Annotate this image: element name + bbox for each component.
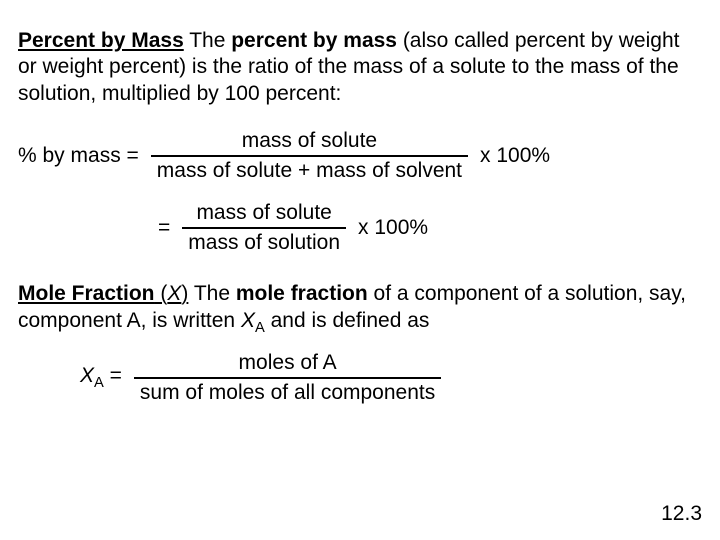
page-number: 12.3: [661, 502, 702, 526]
section1-intro-a: The: [184, 29, 231, 52]
formula-percent-by-mass: % by mass = mass of solute mass of solut…: [18, 129, 702, 256]
formula1-mult: x 100%: [480, 143, 550, 169]
formula1-den: mass of solute + mass of solvent: [151, 157, 468, 183]
formula2-fraction: mass of solute mass of solution: [182, 201, 346, 255]
formula1-fraction: mass of solute mass of solute + mass of …: [151, 129, 468, 183]
section2-title: Mole Fraction: [18, 282, 155, 305]
formula1-lhs: % by mass =: [18, 143, 139, 169]
formula1-num: mass of solute: [236, 129, 383, 155]
section1-intro-bold: percent by mass: [231, 29, 397, 52]
formula3-lhs-eq: =: [104, 364, 122, 387]
section2-intro-c: and is defined as: [265, 309, 430, 332]
formula2-den: mass of solution: [182, 229, 346, 255]
formula3-num: moles of A: [233, 351, 343, 377]
section-percent-by-mass: Percent by Mass The percent by mass (als…: [18, 28, 702, 107]
section2-intro-bold: mole fraction: [236, 282, 368, 305]
section2-intro-a: The: [188, 282, 235, 305]
formula2-eq: =: [158, 215, 170, 241]
section2-xa-a: A: [255, 320, 265, 336]
formula3-lhs-x: X: [80, 364, 94, 387]
formula2-mult: x 100%: [358, 215, 428, 241]
section2-sym-pre: (: [155, 282, 168, 305]
formula2-num: mass of solute: [190, 201, 337, 227]
formula3-lhs: XA =: [80, 363, 122, 393]
section2-xa-x: X: [241, 309, 255, 332]
formula-mole-fraction: XA = moles of A sum of moles of all comp…: [80, 351, 702, 405]
section2-sym: X: [167, 282, 181, 305]
section1-title: Percent by Mass: [18, 29, 184, 52]
formula3-lhs-a: A: [94, 376, 104, 392]
formula3-fraction: moles of A sum of moles of all component…: [134, 351, 441, 405]
formula-percent-by-mass-short: = mass of solute mass of solution x 100%: [158, 201, 702, 255]
section-mole-fraction: Mole Fraction (X) The mole fraction of a…: [18, 281, 702, 337]
formula3-den: sum of moles of all components: [134, 379, 441, 405]
